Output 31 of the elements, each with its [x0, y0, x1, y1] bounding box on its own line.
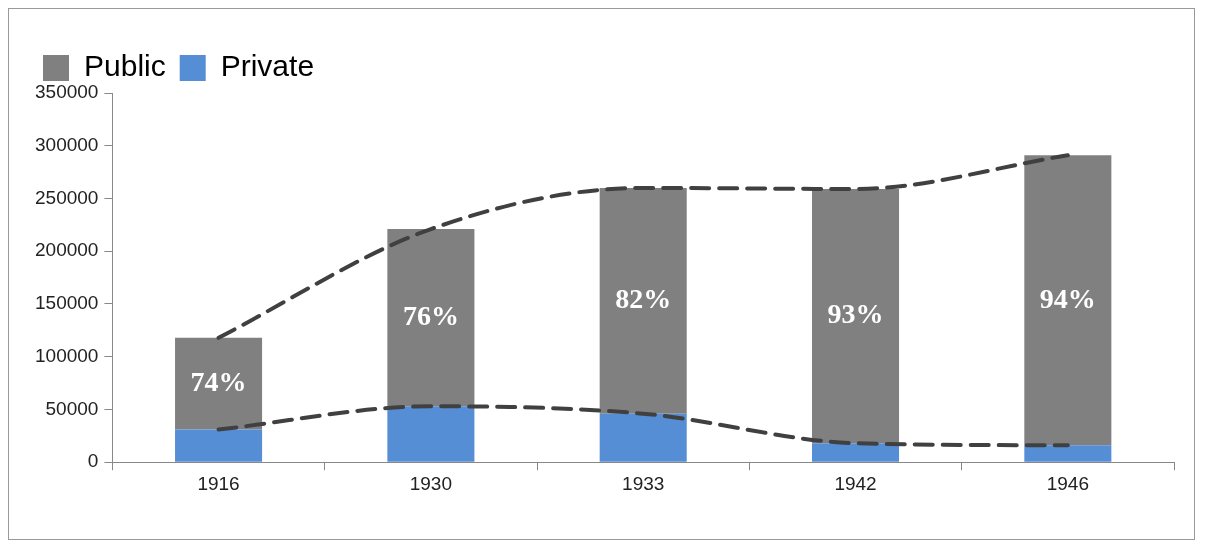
bar: [812, 443, 900, 462]
x-tick-label: 1933: [622, 472, 665, 494]
bar: [599, 413, 687, 462]
annotation: 93%: [827, 298, 884, 330]
y-tick-label: 100000: [35, 344, 99, 366]
x-tick-label: 1946: [1046, 472, 1089, 494]
bar: [387, 229, 475, 407]
legend-label: Public: [84, 49, 166, 83]
x-tick-label: 1942: [834, 472, 877, 494]
y-tick-label: 300000: [35, 133, 99, 155]
bar: [1024, 445, 1112, 462]
annotation: 76%: [402, 299, 459, 331]
bar: [175, 337, 263, 430]
y-tick-label: 350000: [35, 81, 99, 103]
x-tick-label: 1916: [197, 472, 240, 494]
y-tick-label: 0: [87, 450, 99, 472]
y-tick-label: 50000: [45, 397, 99, 419]
bar: [812, 188, 900, 444]
line-series: [216, 404, 1070, 448]
y-tick-label: 150000: [35, 292, 99, 314]
bar: [1024, 155, 1112, 446]
annotation: 82%: [615, 283, 672, 315]
y-tick-label: 200000: [35, 239, 99, 261]
y-tick-label: 250000: [35, 186, 99, 208]
bar: [599, 187, 687, 414]
legend-label: Private: [220, 49, 315, 83]
annotation: 74%: [190, 365, 247, 397]
bar: [387, 406, 475, 462]
bar: [175, 429, 263, 462]
annotation: 94%: [1039, 282, 1096, 314]
x-tick-label: 1930: [409, 472, 453, 494]
